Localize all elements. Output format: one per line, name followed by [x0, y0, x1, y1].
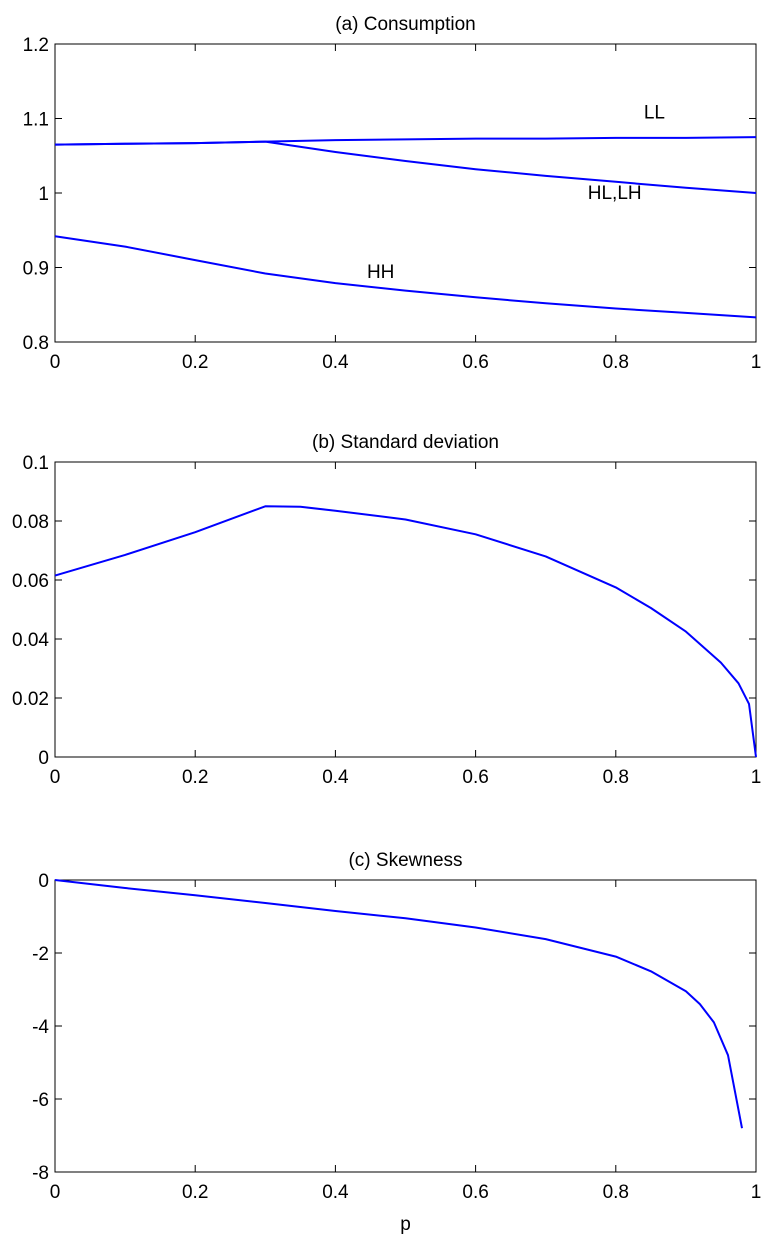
series-annotation: HH — [367, 262, 394, 283]
series-line-hh — [54, 235, 757, 319]
series-line-1 — [54, 879, 743, 1129]
x-tick-label: 0.8 — [603, 352, 629, 373]
chart-panel-2: (b) Standard deviation 0 0.2 0.4 0.6 0.8 1 0 0.0… — [12, 432, 761, 788]
x-tick-label: 1 — [751, 767, 761, 788]
y-tick-label: -6 — [32, 1090, 49, 1111]
x-tick-label: 0.8 — [603, 767, 629, 788]
chart-title: (a) Consumption — [335, 14, 475, 35]
axes-frame — [54, 461, 757, 758]
chart-title: (c) Skewness — [348, 850, 462, 871]
y-tick-label: 0.9 — [23, 259, 49, 280]
y-tick-label: 0.08 — [12, 512, 49, 533]
x-tick-label: 0.2 — [182, 767, 208, 788]
x-tick-label: 0.2 — [182, 352, 208, 373]
series-annotation: HL,LH — [588, 183, 642, 204]
x-tick-label: 0.6 — [462, 767, 488, 788]
chart-panel-3: (c) Skewness 0 0.2 0.4 0.6 0.8 1 -8 -6 -4 -2 0 p — [32, 850, 761, 1235]
x-tick-label: 0.4 — [322, 352, 349, 373]
y-tick-label: 0.04 — [12, 630, 49, 651]
chart-title: (b) Standard deviation — [312, 432, 499, 453]
y-tick-label: 1 — [38, 184, 49, 205]
x-tick-label: 0.4 — [322, 1182, 349, 1203]
series-line-hl-lh — [54, 140, 757, 194]
axes-frame — [54, 43, 757, 343]
x-tick-label: 0.6 — [462, 352, 488, 373]
x-tick-label: 1 — [751, 1182, 761, 1203]
x-tick-label: 0.2 — [182, 1182, 208, 1203]
y-tick-label: 0.06 — [12, 571, 49, 592]
y-tick-label: -8 — [32, 1163, 49, 1184]
y-tick-label: 0.8 — [23, 333, 49, 354]
x-tick-label: 0.4 — [322, 767, 349, 788]
y-tick-label: 0 — [38, 871, 49, 892]
y-tick-label: -4 — [32, 1017, 49, 1038]
y-tick-label: 1.1 — [23, 110, 49, 131]
x-tick-label: 0.6 — [462, 1182, 488, 1203]
y-tick-label: 0 — [38, 748, 49, 769]
series-line-1 — [54, 505, 757, 758]
x-tick-label: 1 — [751, 352, 761, 373]
x-tick-label: 0.8 — [603, 1182, 629, 1203]
y-tick-label: 1.2 — [23, 35, 49, 56]
y-tick-label: 0.02 — [12, 689, 49, 710]
chart-panel-1: (a) Consumption 0 0.2 0.4 0.6 0.8 1 0.8 0.9 1 1.1 1… — [23, 14, 761, 373]
x-tick-label: 0 — [50, 767, 61, 788]
y-tick-label: 0.1 — [23, 453, 49, 474]
axes-frame — [54, 879, 757, 1173]
x-tick-label: 0 — [50, 1182, 61, 1203]
x-tick-label: 0 — [50, 352, 61, 373]
y-tick-label: -2 — [32, 944, 49, 965]
x-axis-label: p — [400, 1214, 411, 1235]
series-annotation: LL — [644, 103, 665, 124]
